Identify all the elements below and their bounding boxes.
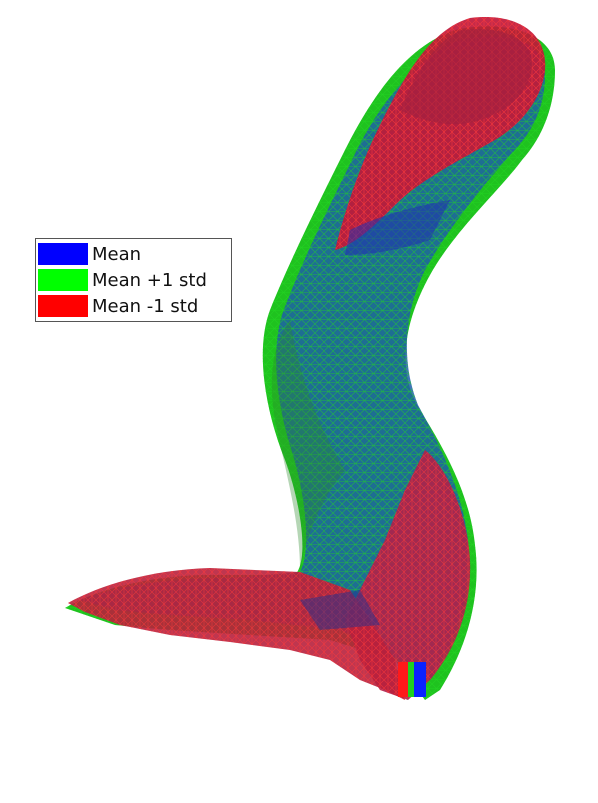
legend-swatch-blue bbox=[38, 243, 88, 265]
legend-swatch-red bbox=[38, 295, 88, 317]
legend-item-mean-plus: Mean +1 std bbox=[38, 267, 231, 293]
legend-swatch-green bbox=[38, 269, 88, 291]
legend-label: Mean bbox=[92, 243, 142, 265]
legend-label: Mean -1 std bbox=[92, 295, 199, 317]
legend: Mean Mean +1 std Mean -1 std bbox=[35, 238, 232, 322]
legend-item-mean: Mean bbox=[38, 241, 231, 267]
legend-item-mean-minus: Mean -1 std bbox=[38, 293, 231, 319]
legend-label: Mean +1 std bbox=[92, 269, 207, 291]
